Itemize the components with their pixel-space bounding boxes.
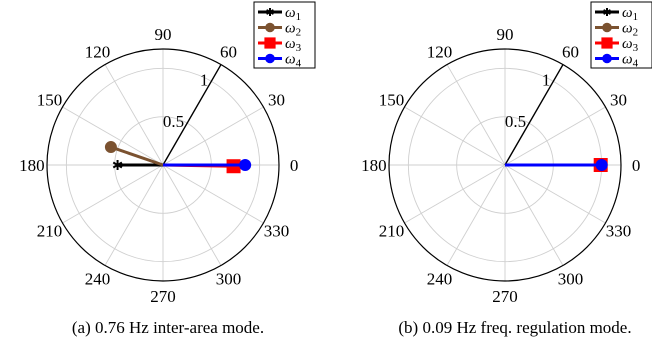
angle-tick-label: 300 (216, 270, 242, 289)
angle-tick-label: 210 (379, 222, 405, 241)
star-stroke (603, 9, 611, 15)
series-marker (239, 159, 252, 171)
grid-spoke (62, 106, 164, 166)
polar-boundary (388, 48, 622, 282)
series-marker (264, 37, 276, 49)
reference-line (162, 64, 222, 166)
series-marker (603, 8, 611, 16)
grid-spoke (504, 164, 606, 224)
angle-tick-label: 210 (37, 222, 63, 241)
grid-spoke (446, 164, 506, 266)
angle-tick-label: 300 (558, 270, 584, 289)
series-marker (601, 37, 613, 49)
angle-tick-label: 240 (427, 270, 453, 289)
grid-spoke (162, 164, 222, 266)
angle-tick-label: 60 (562, 42, 579, 61)
angle-tick-label: 330 (264, 222, 290, 241)
series-marker (104, 141, 117, 154)
legend-entry: ω4 (258, 52, 302, 70)
series-marker (266, 8, 274, 16)
angle-tick-label: 120 (85, 42, 111, 61)
grid-spoke (162, 164, 264, 224)
series-line (110, 145, 164, 167)
angle-tick-label: 150 (37, 90, 63, 109)
grid-spoke (446, 64, 506, 166)
series-marker (595, 159, 608, 171)
reference-line (504, 64, 564, 166)
star-stroke (112, 161, 123, 169)
angle-tick-label: 180 (19, 156, 45, 175)
series-4 (505, 159, 608, 171)
angle-tick-label: 90 (155, 25, 172, 44)
series-marker (265, 53, 275, 64)
angle-tick-label: 180 (361, 156, 387, 175)
angle-tick-label: 270 (150, 287, 176, 306)
radial-tick-label: 1 (200, 70, 209, 89)
grid-spoke (62, 164, 164, 224)
angle-tick-label: 60 (220, 42, 237, 61)
series-marker (265, 22, 275, 33)
radial-tick-label: 0.5 (505, 112, 526, 131)
angle-tick-label: 0 (632, 156, 641, 175)
caption-a: (a) 0.76 Hz inter-area mode. (71, 318, 265, 337)
grid-ring (65, 67, 261, 263)
caption-b: (b) 0.09 Hz freq. regulation mode. (398, 318, 632, 337)
angle-tick-label: 90 (497, 25, 514, 44)
polar-boundary (46, 48, 280, 282)
polar-chart-a: 0 30 60 90 120 150 180 210 240 270 300 330 0.5 1 ω1ω2ω… (19, 1, 316, 306)
series-marker (602, 22, 612, 33)
grid-spoke (504, 164, 564, 266)
angle-tick-label: 120 (427, 42, 453, 61)
grid-spoke (104, 164, 164, 266)
angle-tick-label: 270 (492, 287, 518, 306)
angle-tick-label: 30 (268, 90, 285, 109)
star-stroke (266, 9, 274, 15)
angle-tick-label: 150 (379, 90, 405, 109)
series-marker (112, 160, 123, 170)
radial-tick-label: 1 (542, 70, 551, 89)
angle-tick-label: 330 (606, 222, 632, 241)
grid-spoke (404, 106, 506, 166)
legend-entry: ω2 (595, 21, 638, 39)
series-1 (112, 160, 163, 170)
grid-spoke (404, 164, 506, 224)
series-2 (104, 141, 164, 167)
series-4 (163, 159, 252, 171)
angle-tick-label: 0 (290, 156, 299, 175)
polar-chart-b: 0 30 60 90 120 150 180 210 240 270 300 330 0.5 1 ω1ω2ω… (361, 1, 652, 306)
series-marker (602, 53, 612, 64)
radial-tick-label: 0.5 (163, 112, 184, 131)
angle-tick-label: 240 (85, 270, 111, 289)
angle-tick-label: 30 (610, 90, 627, 109)
